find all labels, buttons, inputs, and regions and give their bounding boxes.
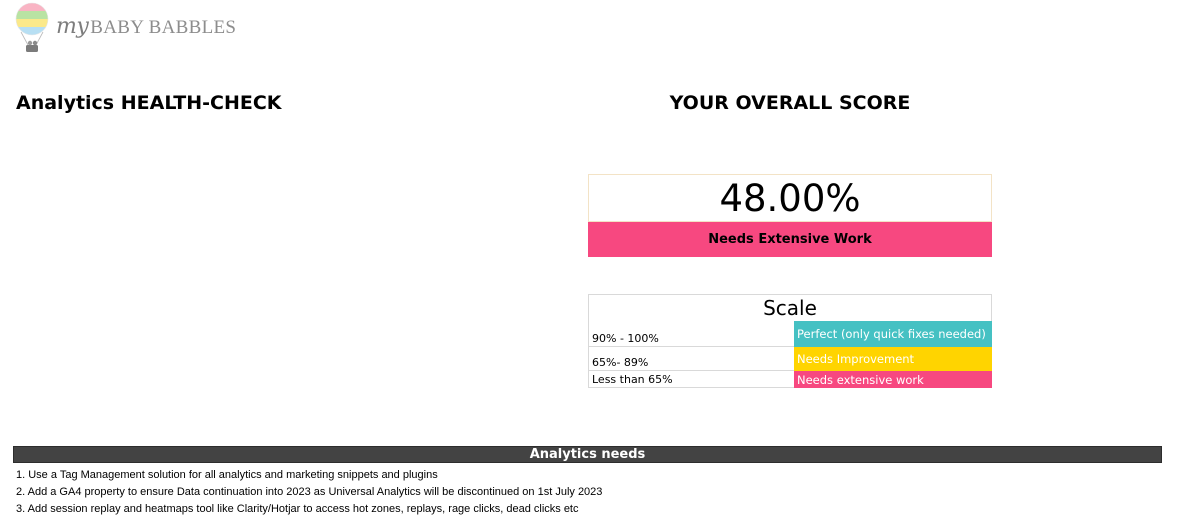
score-value: 48.00% [719,176,861,220]
scale-table: Scale 90% - 100% Perfect (only quick fix… [588,294,992,388]
scale-row: 90% - 100% Perfect (only quick fixes nee… [588,321,992,347]
brand-my-text: my [56,14,89,39]
scale-label: Perfect (only quick fixes needed) [794,321,992,347]
score-status-badge: Needs Extensive Work [588,222,992,257]
brand-name-text: BABY BABBLES [90,17,237,38]
brand-logo[interactable]: my BABY BABBLES [12,2,236,56]
scale-range: Less than 65% [588,371,794,388]
scale-range: 65%- 89% [588,347,794,371]
hot-air-balloon-icon [15,2,49,52]
scale-label: Needs Improvement [794,347,992,371]
list-item: 3. Add session replay and heatmaps tool … [16,503,579,515]
score-box: 48.00% [588,174,992,222]
page-title: Analytics HEALTH-CHECK [16,92,282,114]
analytics-needs-header: Analytics needs [13,446,1162,463]
list-item: 2. Add a GA4 property to ensure Data con… [16,486,603,498]
scale-label: Needs extensive work [794,371,992,388]
scale-row: Less than 65% Needs extensive work [588,371,992,388]
analytics-needs-list: 1. Use a Tag Management solution for all… [16,467,602,518]
overall-score-title: YOUR OVERALL SCORE [669,92,911,114]
list-item: 1. Use a Tag Management solution for all… [16,469,438,481]
scale-title: Scale [588,294,992,321]
brand-wordmark: my BABY BABBLES [56,14,236,39]
analytics-needs-title: Analytics needs [529,447,646,462]
scale-range: 90% - 100% [588,321,794,347]
scale-row: 65%- 89% Needs Improvement [588,347,992,371]
